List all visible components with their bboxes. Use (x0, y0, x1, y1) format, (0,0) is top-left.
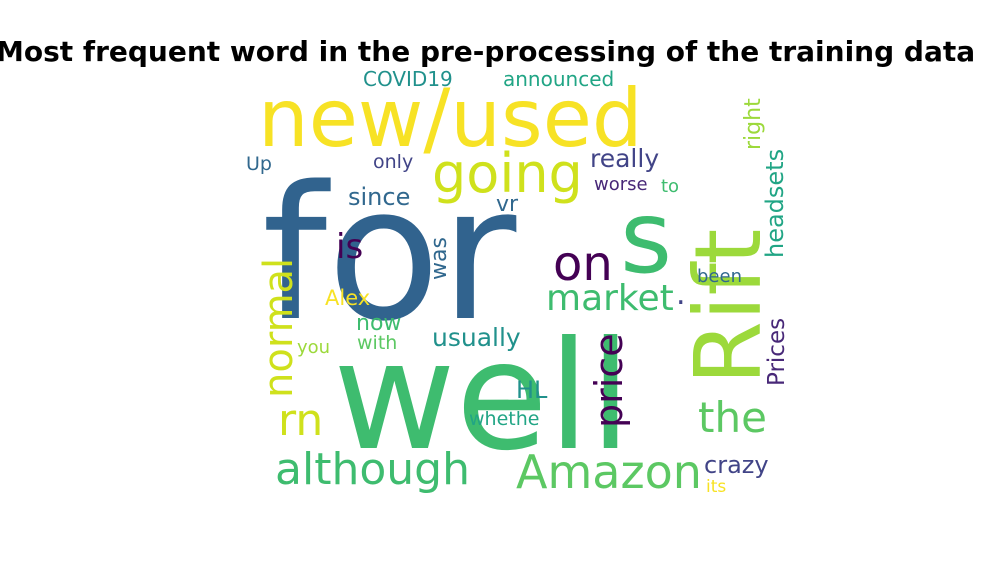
word-up: Up (246, 153, 272, 175)
word-rift: Rift (675, 229, 782, 385)
word-alex: Alex (325, 286, 370, 310)
word-normal: normal (256, 258, 302, 398)
word-really: really (590, 144, 659, 173)
word-new-used: new/used (258, 72, 643, 165)
word-worse: worse (594, 174, 648, 195)
word-is: is (336, 227, 363, 267)
word-vr: vr (496, 192, 519, 217)
word-although: although (275, 444, 470, 495)
word-right: right (741, 98, 766, 150)
word-since: since (348, 183, 410, 211)
word-covid19: COVID19 (363, 67, 453, 91)
word-you: you (297, 337, 330, 358)
word-going: going (432, 142, 583, 205)
word-headsets: headsets (761, 149, 789, 258)
word-the: the (698, 393, 767, 442)
word-usually: usually (432, 323, 521, 352)
word-with: with (357, 332, 397, 354)
word-s: s (620, 179, 672, 296)
word-hl: HL (516, 376, 548, 404)
word-was: was (427, 237, 452, 280)
word-dot: . (676, 277, 686, 312)
word-crazy: crazy (704, 451, 769, 479)
word-well: well (333, 310, 631, 484)
word-on: on (553, 236, 613, 292)
word-its: its (706, 477, 726, 497)
word-market: market (546, 278, 674, 319)
word-for: for (262, 146, 517, 362)
word-been: been (697, 266, 742, 287)
chart-title: Most frequent word in the pre-processing… (0, 35, 976, 68)
word-whethe: whethe (469, 408, 539, 430)
word-only: only (373, 151, 413, 173)
word-announced: announced (503, 67, 614, 91)
word-now: now (356, 311, 401, 336)
word-prices: Prices (764, 318, 790, 386)
word-rn: rn (278, 395, 323, 446)
word-amazon: Amazon (516, 445, 702, 499)
word-to: to (661, 176, 679, 197)
word-price: price (587, 333, 631, 428)
